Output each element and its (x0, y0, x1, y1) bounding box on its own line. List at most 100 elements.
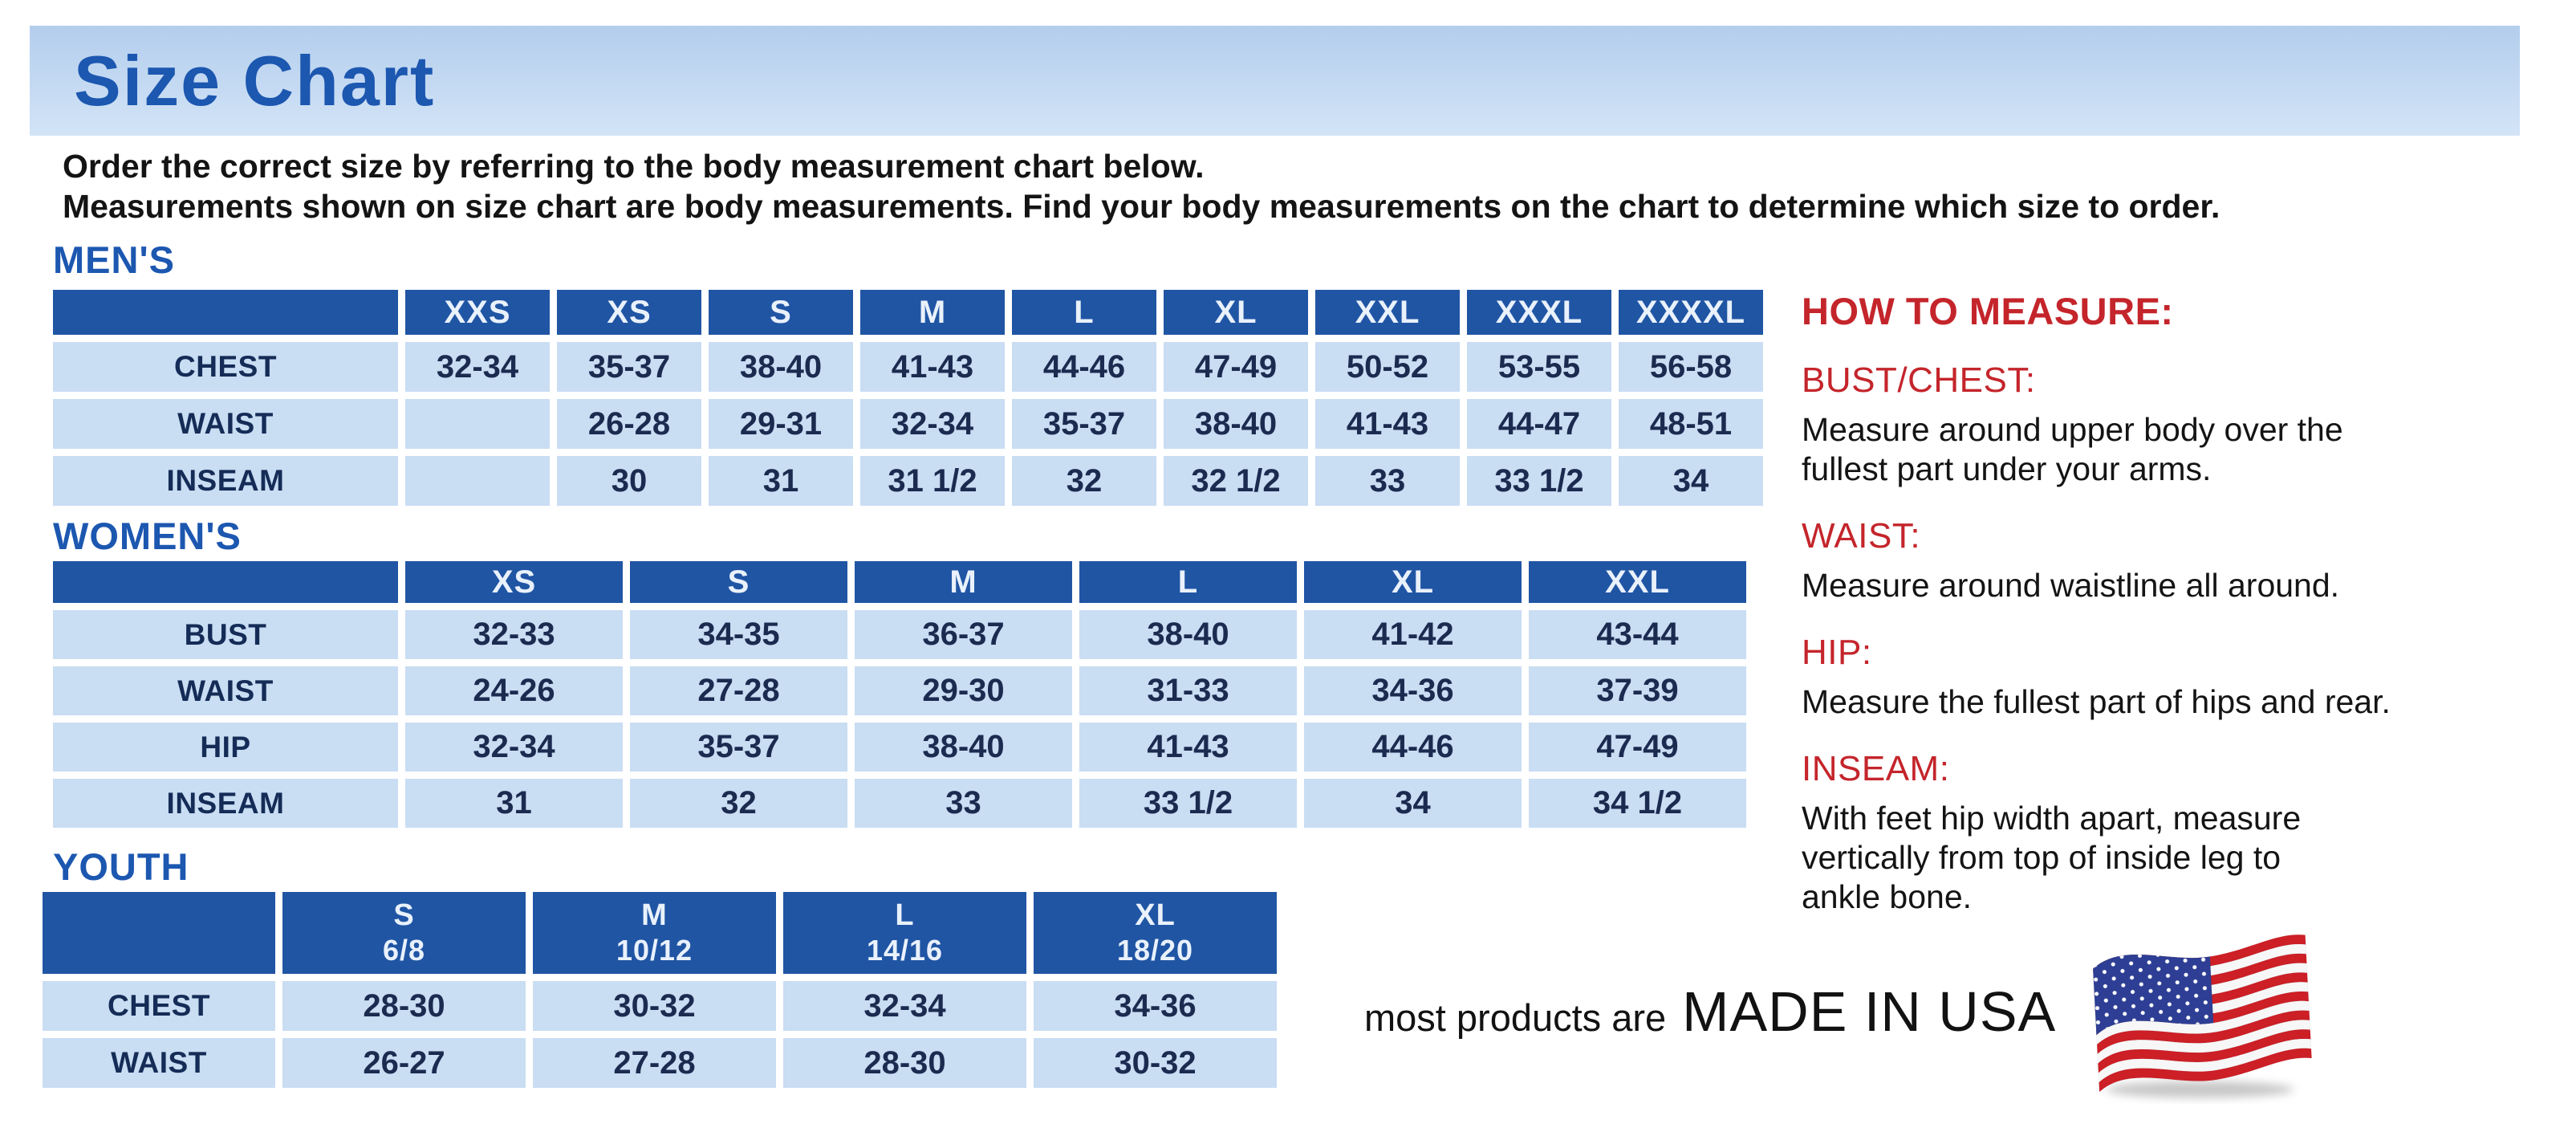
size-value-cell: 43-44 (1529, 610, 1746, 659)
measure-label: BUST/CHEST: (1802, 360, 2036, 400)
measure-text: Measure the fullest part of hips and rea… (1802, 683, 2391, 720)
size-column-header: M (855, 561, 1072, 603)
size-value-cell: 32-34 (405, 342, 550, 392)
size-value-cell: 28-30 (282, 981, 526, 1031)
size-column-header: XL (1304, 561, 1522, 603)
size-value-cell: 30 (557, 456, 701, 506)
size-column-header: S (630, 561, 847, 603)
measure-label: WAIST: (1802, 516, 1921, 556)
size-value-cell: 26-28 (557, 399, 701, 449)
size-value-cell: 35-37 (557, 342, 701, 392)
size-value-cell: 34 1/2 (1529, 779, 1746, 828)
measure-item: BUST/CHEST: Measure around upper body ov… (1802, 360, 2564, 489)
size-value-cell: 34-35 (630, 610, 847, 659)
corner-header-cell (43, 892, 275, 974)
row-label-cell: CHEST (43, 981, 275, 1031)
measure-text: Measure around upper body over the fulle… (1802, 411, 2343, 487)
size-value-cell: 41-42 (1304, 610, 1522, 659)
size-value-cell: 34 (1304, 779, 1522, 828)
table-row: HIP 32-34 35-37 38-40 41-43 44-46 47-49 (53, 723, 1746, 772)
made-in-usa-label: MADE IN USA (1682, 979, 2057, 1043)
size-column-header: XXL (1315, 290, 1460, 335)
size-value-cell: 31 1/2 (860, 456, 1005, 506)
measure-label: INSEAM: (1802, 749, 1950, 788)
row-label-cell: WAIST (53, 666, 398, 715)
made-in-prefix: most products are (1364, 996, 1667, 1039)
size-column-header: L (1079, 561, 1297, 603)
size-value-cell: 26-27 (282, 1038, 526, 1088)
size-column-header: S 6/8 (282, 892, 526, 974)
age-range-label: 10/12 (616, 934, 693, 967)
size-column-header: M (860, 290, 1005, 335)
how-to-measure-panel: HOW TO MEASURE: BUST/CHEST: Measure arou… (1802, 289, 2564, 917)
size-column-header: S (709, 290, 853, 335)
size-value-cell (405, 399, 550, 449)
measure-text: Measure around waistline all around. (1802, 567, 2340, 604)
size-column-header: XS (405, 561, 623, 603)
table-row: WAIST 26-27 27-28 28-30 30-32 (43, 1038, 1277, 1088)
size-value-cell: 28-30 (783, 1038, 1026, 1088)
page-title: Size Chart (74, 40, 436, 120)
row-label-cell: WAIST (53, 399, 398, 449)
size-value-cell: 36-37 (855, 610, 1072, 659)
size-value-cell: 35-37 (630, 723, 847, 772)
size-value-cell: 27-28 (630, 666, 847, 715)
mens-heading: MEN'S (53, 238, 175, 281)
size-column-header: XXS (405, 290, 550, 335)
size-column-header: XL 18/20 (1034, 892, 1277, 974)
size-value-cell: 53-55 (1467, 342, 1611, 392)
table-header-row: XXS XS S M L XL XXL XXXL XXXXL (53, 290, 1763, 335)
age-range-label: 18/20 (1116, 934, 1194, 967)
size-value-cell: 31 (405, 779, 623, 828)
table-row: WAIST 24-26 27-28 29-30 31-33 34-36 37-3… (53, 666, 1746, 715)
womens-size-table: XS S M L XL XXL BUST 32-33 34-35 36-37 3… (46, 554, 1753, 835)
size-value-cell: 29-31 (709, 399, 853, 449)
size-value-cell: 44-46 (1012, 342, 1156, 392)
measure-item: INSEAM: With feet hip width apart, measu… (1802, 749, 2564, 917)
size-column-header: M 10/12 (533, 892, 776, 974)
size-value-cell: 24-26 (405, 666, 623, 715)
size-value-cell: 44-46 (1304, 723, 1522, 772)
size-column-header: XXXL (1467, 290, 1611, 335)
size-label: XL (1135, 898, 1176, 932)
size-value-cell: 30-32 (1034, 1038, 1277, 1088)
page-header-banner: Size Chart (30, 26, 2520, 136)
size-value-cell: 32 (1012, 456, 1156, 506)
row-label-cell: INSEAM (53, 779, 398, 828)
row-label-cell: INSEAM (53, 456, 398, 506)
size-label: M (641, 898, 668, 932)
mens-size-table: XXS XS S M L XL XXL XXXL XXXXL CHEST 32-… (46, 283, 1770, 513)
size-value-cell: 47-49 (1164, 342, 1308, 392)
size-value-cell: 32 1/2 (1164, 456, 1308, 506)
measure-text: With feet hip width apart, measure verti… (1802, 800, 2302, 915)
size-value-cell: 32-34 (405, 723, 623, 772)
size-value-cell: 30-32 (533, 981, 776, 1031)
age-range-label: 14/16 (866, 934, 944, 967)
size-value-cell: 37-39 (1529, 666, 1746, 715)
measure-item: HIP: Measure the fullest part of hips an… (1802, 633, 2564, 722)
row-label-cell: BUST (53, 610, 398, 659)
size-value-cell: 32-34 (860, 399, 1005, 449)
made-in-usa-banner: most products are MADE IN USA (1364, 917, 2324, 1106)
size-column-header: XXL (1529, 561, 1746, 603)
size-column-header: XL (1164, 290, 1308, 335)
table-header-row: XS S M L XL XXL (53, 561, 1746, 603)
size-value-cell (405, 456, 550, 506)
size-value-cell: 41-43 (1315, 399, 1460, 449)
size-value-cell: 34-36 (1034, 981, 1277, 1031)
row-label-cell: HIP (53, 723, 398, 772)
size-value-cell: 32-33 (405, 610, 623, 659)
row-label-cell: CHEST (53, 342, 398, 392)
size-column-header: XS (557, 290, 701, 335)
size-value-cell: 41-43 (860, 342, 1005, 392)
corner-header-cell (53, 561, 398, 603)
size-value-cell: 56-58 (1619, 342, 1763, 392)
size-value-cell: 31 (709, 456, 853, 506)
size-value-cell: 47-49 (1529, 723, 1746, 772)
size-value-cell: 50-52 (1315, 342, 1460, 392)
row-label-cell: WAIST (43, 1038, 275, 1088)
size-value-cell: 33 1/2 (1467, 456, 1611, 506)
table-header-row: S 6/8 M 10/12 L 14/16 XL 18/20 (43, 892, 1277, 974)
table-row: CHEST 32-34 35-37 38-40 41-43 44-46 47-4… (53, 342, 1763, 392)
size-column-header: L (1012, 290, 1156, 335)
